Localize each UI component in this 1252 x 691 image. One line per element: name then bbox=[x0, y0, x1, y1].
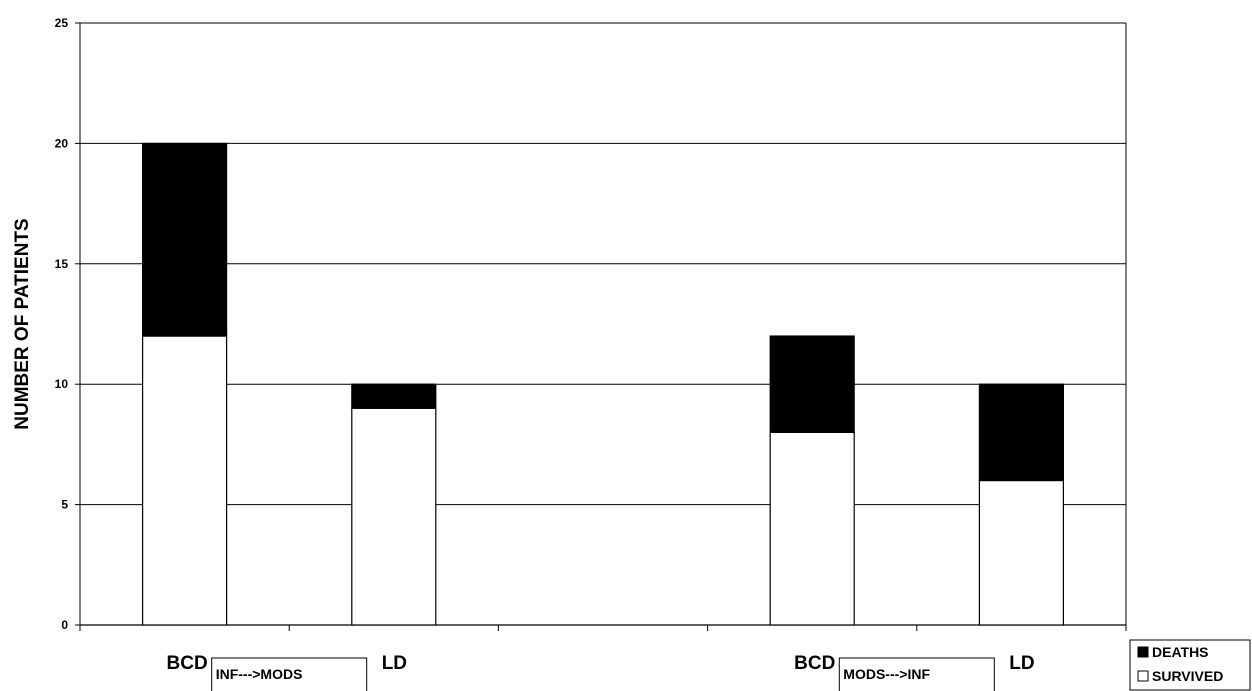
legend-swatch-survived bbox=[1137, 670, 1149, 682]
bar-deaths-bcd-2 bbox=[769, 335, 855, 433]
legend: DEATHS SURVIVED bbox=[1129, 639, 1251, 691]
bar-survived-ld-3 bbox=[978, 479, 1065, 626]
bar-survived-bcd-2 bbox=[769, 431, 855, 626]
y-tick-label: 20 bbox=[55, 136, 69, 150]
legend-swatch-deaths bbox=[1137, 646, 1149, 658]
category-label: BCD bbox=[794, 653, 835, 674]
bar-deaths-ld-1 bbox=[351, 383, 437, 409]
gridlines bbox=[80, 22, 1126, 506]
y-axis: 0 5 10 15 20 25 bbox=[55, 16, 1127, 632]
y-tick-label: 10 bbox=[55, 377, 69, 391]
bars bbox=[142, 142, 1065, 626]
group-label-box bbox=[838, 657, 995, 691]
x-axis bbox=[79, 624, 1127, 631]
category-label: LD bbox=[1009, 653, 1034, 674]
y-tick-label: 5 bbox=[61, 498, 68, 512]
category-label: LD bbox=[382, 653, 407, 674]
y-tick-label: 0 bbox=[61, 618, 68, 632]
legend-label-survived: SURVIVED bbox=[1152, 668, 1223, 684]
group-labels: INF--->MODS MODS--->INF bbox=[211, 657, 995, 691]
group-label: INF--->MODS bbox=[216, 666, 303, 682]
category-label: BCD bbox=[167, 653, 208, 674]
legend-box bbox=[1129, 639, 1251, 691]
legend-label-deaths: DEATHS bbox=[1152, 644, 1209, 660]
bar-survived-ld-1 bbox=[351, 407, 437, 626]
group-label-box bbox=[211, 657, 368, 691]
y-axis-label: NUMBER OF PATIENTS bbox=[12, 218, 33, 429]
bar-survived-bcd-0 bbox=[142, 335, 228, 626]
bar-deaths-ld-3 bbox=[978, 383, 1065, 482]
y-tick-label: 25 bbox=[55, 16, 69, 30]
group-label: MODS--->INF bbox=[843, 666, 930, 682]
y-tick-label: 15 bbox=[55, 257, 69, 271]
category-labels: BCD LD BCD LD bbox=[167, 653, 1035, 674]
bar-deaths-bcd-0 bbox=[142, 142, 228, 337]
